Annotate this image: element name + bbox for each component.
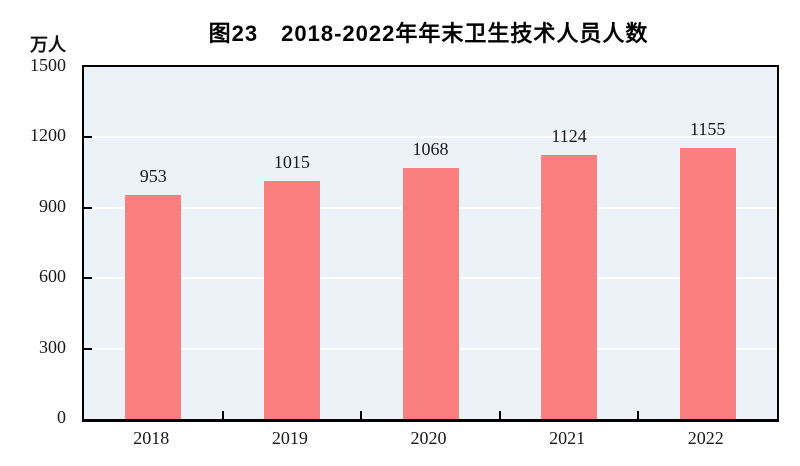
y-axis-tick-1200 [84, 136, 92, 139]
plot-area: 953 1015 1068 1124 1155 [82, 65, 779, 422]
x-axis-label-2020: 2020 [410, 428, 447, 448]
x-axis-label-2022: 2022 [687, 428, 724, 448]
chart-title: 图23 2018-2022年年末卫生技术人员人数 [208, 21, 649, 46]
y-axis-label-1200: 1200 [30, 125, 66, 146]
y-axis-tick-900 [84, 206, 92, 209]
bar-value-label-2022: 1155 [690, 118, 726, 139]
bar-2020 [402, 168, 459, 419]
gridline-1200 [84, 136, 777, 139]
x-axis-tick-3 [498, 411, 501, 419]
bar-value-label-2018: 953 [139, 166, 167, 187]
y-axis-label-1500: 1500 [30, 55, 66, 75]
bar-2021 [541, 155, 598, 419]
bar-2018 [125, 195, 182, 419]
y-axis-label-0: 0 [57, 407, 66, 427]
y-axis-label-900: 900 [39, 195, 66, 216]
y-axis-unit-label: 万人 [30, 35, 66, 55]
bar-2019 [263, 180, 320, 419]
x-axis-tick-4 [637, 411, 640, 419]
bar-2022 [679, 147, 736, 419]
x-axis-label-2019: 2019 [271, 428, 308, 448]
y-axis-label-300: 300 [39, 336, 66, 357]
y-axis-label-600: 600 [39, 266, 66, 287]
bar-value-label-2020: 1068 [412, 139, 449, 160]
x-axis-label-2021: 2021 [549, 428, 586, 448]
bar-value-label-2021: 1124 [551, 126, 587, 147]
x-axis-tick-1 [221, 411, 224, 419]
x-axis-label-2018: 2018 [133, 428, 170, 448]
y-axis-tick-300 [84, 347, 92, 350]
bar-value-label-2019: 1015 [273, 151, 310, 172]
y-axis-tick-600 [84, 277, 92, 280]
x-axis-tick-2 [360, 411, 363, 419]
